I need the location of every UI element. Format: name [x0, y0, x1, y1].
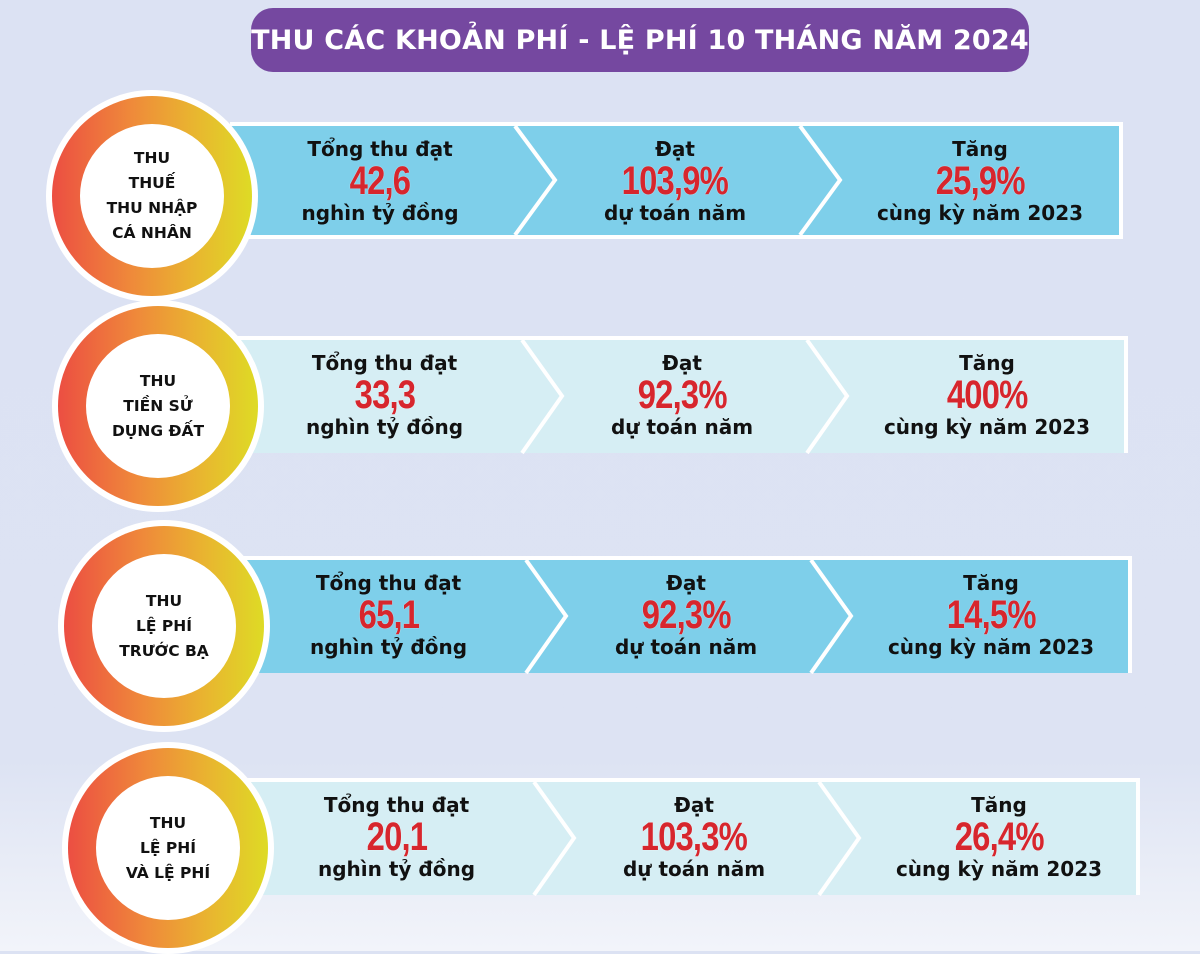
category-line: THU NHẬP [106, 199, 198, 217]
achieved-estimate: Đạt 92,3% dự toán năm [562, 340, 802, 449]
total-unit: nghìn tỷ đồng [317, 856, 476, 881]
achieved-value: 103,9% [621, 158, 729, 203]
row-registration-fees: Tổng thu đạt 65,1 nghìn tỷ đồng Đạt 92,3… [0, 518, 1200, 732]
increase-label: Tăng [971, 792, 1027, 817]
total-label: Tổng thu đạt [323, 792, 470, 817]
achieved-estimate: Đạt 103,9% dự toán năm [555, 126, 795, 235]
stats-banner: Tổng thu đạt 20,1 nghìn tỷ đồng Đạt 103,… [244, 778, 1140, 897]
total-label: Tổng thu đạt [307, 136, 453, 161]
achieved-unit: dự toán năm [610, 414, 754, 439]
achieved-value: 92,3% [641, 592, 732, 637]
increase-value: 400% [946, 372, 1028, 417]
total-value: 33,3 [354, 372, 415, 417]
achieved-unit: dự toán năm [614, 634, 758, 659]
year-over-year-increase: Tăng 400% cùng kỳ năm 2023 [847, 340, 1127, 449]
increase-unit: cùng kỳ năm 2023 [895, 856, 1103, 881]
achieved-label: Đạt [674, 792, 714, 817]
category-line: VÀ LỆ PHÍ [125, 863, 211, 882]
row-land-use-fees: Tổng thu đạt 33,3 nghìn tỷ đồng Đạt 92,3… [0, 298, 1200, 512]
chevron-banner-shape [232, 338, 1124, 455]
row-personal-income-tax: Tổng thu đạt 42,6 nghìn tỷ đồng Đạt 103,… [0, 84, 1200, 302]
year-over-year-increase: Tăng 25,9% cùng kỳ năm 2023 [840, 126, 1120, 235]
achieved-value: 92,3% [637, 372, 728, 417]
increase-value: 25,9% [935, 158, 1026, 203]
increase-label: Tăng [952, 136, 1008, 161]
category-badge: THU LỆ PHÍ VÀ LỆ PHÍ [62, 742, 274, 954]
total-value: 65,1 [358, 592, 419, 637]
title-text: THU CÁC KHOẢN PHÍ - LỆ PHÍ 10 THÁNG NĂM … [251, 24, 1029, 56]
total-collected: Tổng thu đạt 42,6 nghìn tỷ đồng [250, 126, 510, 235]
increase-label: Tăng [959, 350, 1015, 375]
increase-unit: cùng kỳ năm 2023 [883, 414, 1091, 439]
increase-unit: cùng kỳ năm 2023 [887, 634, 1095, 659]
total-label: Tổng thu đạt [315, 570, 462, 595]
category-line: DỤNG ĐẤT [111, 421, 205, 440]
achieved-estimate: Đạt 92,3% dự toán năm [566, 560, 806, 669]
achieved-label: Đạt [666, 570, 706, 595]
increase-unit: cùng kỳ năm 2023 [876, 200, 1084, 225]
gradient-ring: THU LỆ PHÍ VÀ LỆ PHÍ [68, 748, 268, 948]
total-collected: Tổng thu đạt 33,3 nghìn tỷ đồng [252, 340, 517, 449]
chevron-banner-shape [230, 124, 1119, 237]
gradient-ring: THU THUẾ THU NHẬP CÁ NHÂN [52, 96, 252, 296]
row-fees-and-charges: Tổng thu đạt 20,1 nghìn tỷ đồng Đạt 103,… [0, 740, 1200, 954]
category-label: THU TIỀN SỬ DỤNG ĐẤT [86, 334, 230, 478]
chevron-banner-shape [236, 558, 1128, 675]
chevron-banner-shape [244, 780, 1136, 897]
gradient-ring: THU LỆ PHÍ TRƯỚC BẠ [64, 526, 264, 726]
category-badge: THU THUẾ THU NHẬP CÁ NHÂN [46, 90, 258, 302]
increase-label: Tăng [963, 570, 1019, 595]
total-unit: nghìn tỷ đồng [309, 634, 468, 659]
achieved-unit: dự toán năm [603, 200, 747, 225]
total-value: 20,1 [366, 814, 427, 859]
gradient-ring: THU TIỀN SỬ DỤNG ĐẤT [58, 306, 258, 506]
total-label: Tổng thu đạt [311, 350, 458, 375]
year-over-year-increase: Tăng 14,5% cùng kỳ năm 2023 [851, 560, 1131, 669]
year-over-year-increase: Tăng 26,4% cùng kỳ năm 2023 [859, 782, 1139, 891]
category-line: THU [149, 813, 187, 832]
achieved-estimate: Đạt 103,3% dự toán năm [574, 782, 814, 891]
category-line: THUẾ [128, 174, 176, 192]
category-line: TIỀN SỬ [123, 396, 193, 415]
category-label: THU THUẾ THU NHẬP CÁ NHÂN [80, 124, 224, 268]
category-line: THU [133, 149, 171, 167]
total-value: 42,6 [349, 158, 411, 203]
category-label: THU LỆ PHÍ VÀ LỆ PHÍ [96, 776, 240, 920]
category-line: TRƯỚC BẠ [119, 641, 209, 660]
category-line: LỆ PHÍ [140, 838, 196, 857]
category-line: CÁ NHÂN [112, 224, 192, 242]
category-line: THU [145, 591, 183, 610]
stats-banner: Tổng thu đạt 65,1 nghìn tỷ đồng Đạt 92,3… [236, 556, 1132, 675]
increase-value: 14,5% [946, 592, 1037, 637]
total-unit: nghìn tỷ đồng [305, 414, 464, 439]
achieved-value: 103,3% [640, 814, 748, 859]
category-label: THU LỆ PHÍ TRƯỚC BẠ [92, 554, 236, 698]
infographic-title: THU CÁC KHOẢN PHÍ - LỆ PHÍ 10 THÁNG NĂM … [251, 8, 1029, 72]
stats-banner: Tổng thu đạt 33,3 nghìn tỷ đồng Đạt 92,3… [232, 336, 1128, 455]
category-line: THU [139, 371, 177, 390]
achieved-label: Đạt [655, 136, 695, 161]
category-badge: THU TIỀN SỬ DỤNG ĐẤT [52, 300, 264, 512]
achieved-unit: dự toán năm [622, 856, 766, 881]
total-collected: Tổng thu đạt 65,1 nghìn tỷ đồng [256, 560, 521, 669]
total-unit: nghìn tỷ đồng [301, 200, 459, 225]
total-collected: Tổng thu đạt 20,1 nghìn tỷ đồng [264, 782, 529, 891]
achieved-label: Đạt [662, 350, 702, 375]
category-line: LỆ PHÍ [136, 616, 192, 635]
increase-value: 26,4% [954, 814, 1045, 859]
stats-banner: Tổng thu đạt 42,6 nghìn tỷ đồng Đạt 103,… [230, 122, 1123, 239]
category-badge: THU LỆ PHÍ TRƯỚC BẠ [58, 520, 270, 732]
